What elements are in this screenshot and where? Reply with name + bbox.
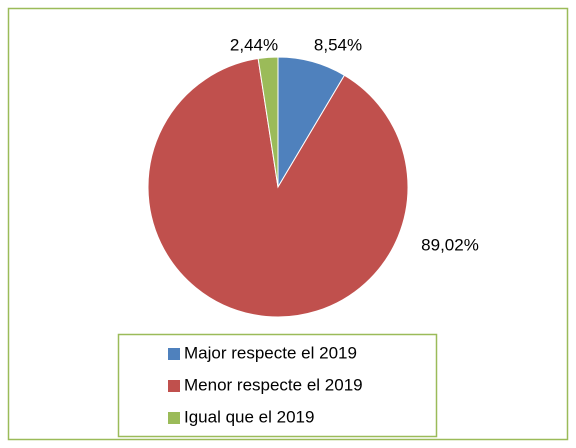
legend-swatch <box>168 412 180 424</box>
data-label: 89,02% <box>421 235 479 254</box>
legend-swatch <box>168 348 180 360</box>
pie-slice <box>257 56 279 188</box>
pie-slice <box>147 57 409 318</box>
legend-swatch <box>168 380 180 392</box>
legend-label: Menor respecte el 2019 <box>184 375 363 394</box>
data-label: 8,54% <box>314 35 362 54</box>
legend-label: Major respecte el 2019 <box>184 343 357 362</box>
data-label: 2,44% <box>230 35 278 54</box>
legend-label: Igual que el 2019 <box>184 407 314 426</box>
